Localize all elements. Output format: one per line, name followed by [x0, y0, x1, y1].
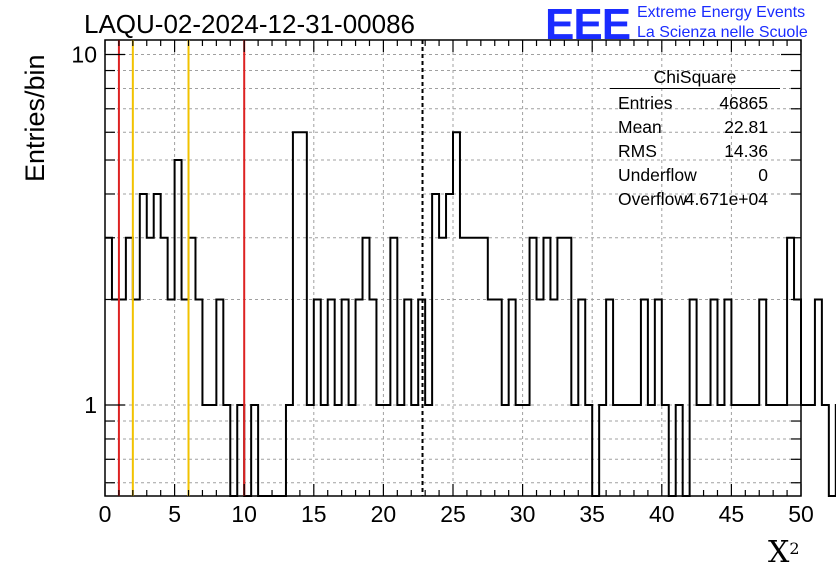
stats-row: Underflow 0	[610, 163, 780, 187]
stats-value: 46865	[719, 93, 768, 113]
stats-row: RMS 14.36	[610, 139, 780, 163]
chart-title: LAQU-02-2024-12-31-00086	[84, 9, 415, 39]
x-tick-label: 10	[231, 501, 257, 527]
reference-lines	[117, 40, 424, 496]
x-tick-label: 50	[788, 501, 814, 527]
stats-row: Entries 46865	[610, 91, 780, 115]
x-tick-label: 25	[440, 501, 466, 527]
x-tick-label: 45	[719, 501, 745, 527]
x-axis-label: X2	[768, 535, 800, 570]
x-tick-label: 5	[168, 501, 181, 527]
stats-key: Overflow	[618, 189, 688, 209]
logo-line-2: La Scienza nelle Scuole	[637, 24, 808, 41]
axes: 0 5 10 15 20 25 30 35 40 45 50 1 10	[71, 40, 814, 527]
stats-row: Mean 22.81	[610, 115, 780, 139]
stats-value: 4.671e+04	[684, 189, 768, 209]
stats-value: 22.81	[724, 117, 768, 137]
eee-logo: EEE	[545, 0, 631, 49]
y-axis-label: Entries/bin	[20, 54, 50, 182]
x-tick-label: 15	[301, 501, 327, 527]
logo-caption: Extreme Energy Events La Scienza nelle S…	[637, 3, 808, 43]
stats-row: Overflow 4.671e+04	[610, 187, 780, 211]
x-tick-label: 35	[579, 501, 605, 527]
stats-key: Entries	[618, 93, 673, 113]
stats-key: Underflow	[618, 165, 697, 185]
stats-key: Mean	[618, 117, 662, 137]
y-tick-label: 1	[84, 392, 97, 418]
x-tick-label: 0	[99, 501, 112, 527]
x-tick-label: 40	[649, 501, 675, 527]
y-tick-label: 10	[71, 42, 97, 68]
stats-box: ChiSquare Entries 46865 Mean 22.81 RMS 14.3…	[610, 66, 780, 211]
stats-key: RMS	[618, 141, 657, 161]
logo-line-1: Extreme Energy Events	[637, 4, 806, 21]
stats-title: ChiSquare	[610, 66, 780, 89]
x-tick-label: 30	[510, 501, 536, 527]
x-tick-label: 20	[371, 501, 397, 527]
stats-value: 0	[758, 165, 768, 185]
stats-value: 14.36	[724, 141, 768, 161]
